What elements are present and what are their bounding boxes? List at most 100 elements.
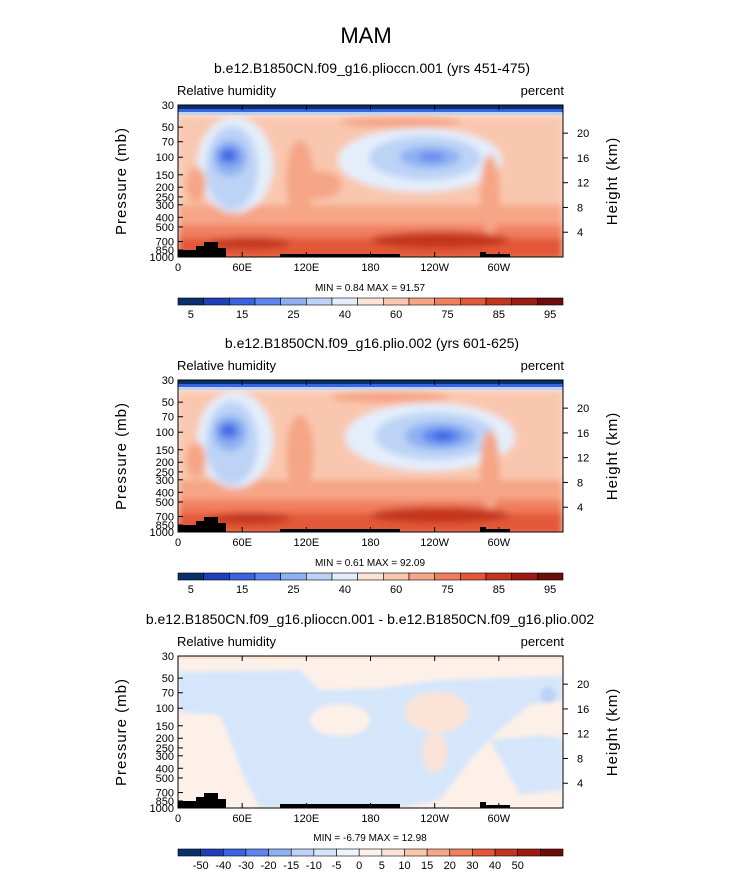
colorbar-swatch: [331, 572, 358, 581]
pressure-tick-label: 300: [156, 200, 174, 212]
height-tick-label: 8: [577, 477, 583, 489]
height-tick-label: 16: [577, 153, 589, 165]
panel-2-stats: MIN = 0.61 MAX = 92.09: [315, 558, 425, 569]
panel-2-y-axis-right: 20 16 12 8 4: [563, 403, 589, 514]
pressure-tick-label: 200: [156, 733, 174, 745]
colorbar-swatch: [306, 297, 333, 306]
pressure-tick-label: 150: [156, 445, 174, 457]
panel-1-stats: MIN = 0.84 MAX = 91.57: [315, 283, 425, 294]
pressure-tick-label: 400: [156, 212, 174, 224]
pressure-tick-label: 70: [162, 137, 174, 149]
colorbar-swatch: [229, 297, 256, 306]
panel-1-ylabel-right: Height (km): [604, 137, 621, 226]
panel-3-title: b.e12.B1850CN.f09_g16.plioccn.001 - b.e1…: [146, 611, 595, 627]
x-tick-label: 60E: [232, 537, 252, 549]
colorbar-label: -50: [193, 860, 209, 872]
pressure-tick-label: 850: [156, 796, 174, 808]
x-tick-label: 60W: [488, 262, 511, 274]
height-tick-label: 8: [577, 202, 583, 214]
colorbar-label: 15: [236, 584, 248, 596]
colorbar-label: 30: [466, 860, 478, 872]
pressure-tick-label: 1000: [150, 527, 174, 539]
colorbar-label: -30: [238, 860, 254, 872]
colorbar-swatch: [254, 572, 281, 581]
pressure-tick-label: 30: [162, 651, 174, 663]
panel-1-variable-label: Relative humidity: [177, 83, 276, 98]
pressure-tick-label: 100: [156, 152, 174, 164]
x-tick-label: 60E: [232, 813, 252, 825]
pressure-tick-label: 400: [156, 763, 174, 775]
height-tick-label: 4: [577, 502, 583, 514]
pressure-tick-label: 150: [156, 721, 174, 733]
pressure-tick-label: 700: [156, 512, 174, 524]
colorbar-swatch: [177, 297, 204, 306]
x-tick-label: 120E: [293, 262, 319, 274]
panel-3-x-axis: 0 60E 120E 180 120W 60W: [175, 656, 511, 825]
colorbar-label: -15: [283, 860, 299, 872]
pressure-tick-label: 150: [156, 170, 174, 182]
panel-3-contour-field: [178, 656, 563, 808]
pressure-tick-label: 700: [156, 237, 174, 249]
panel-3-ylabel-right: Height (km): [604, 688, 621, 777]
colorbar-swatch: [381, 848, 405, 857]
colorbar-swatch: [280, 572, 307, 581]
x-tick-label: 120E: [293, 537, 319, 549]
pressure-tick-label: 70: [162, 688, 174, 700]
panel-3-ylabel-left: Pressure (mb): [113, 678, 130, 786]
colorbar-swatch: [280, 297, 307, 306]
panel-3-variable-label: Relative humidity: [177, 634, 276, 649]
panel-2: b.e12.B1850CN.f09_g16.plio.002 (yrs 601-…: [113, 335, 621, 596]
pressure-tick-label: 250: [156, 743, 174, 755]
colorbar-label: 0: [356, 860, 362, 872]
panel-2-contour-field: [178, 380, 563, 532]
colorbar-label: -10: [306, 860, 322, 872]
x-tick-label: 180: [361, 262, 379, 274]
panel-2-x-axis: 0 60E 120E 180 120W 60W: [175, 380, 511, 549]
colorbar-label: 15: [236, 309, 248, 321]
panel-1-units-label: percent: [521, 83, 565, 98]
colorbar-label: 75: [441, 309, 453, 321]
colorbar-label: 95: [544, 584, 556, 596]
colorbar-label: 40: [339, 309, 351, 321]
panel-1-title: b.e12.B1850CN.f09_g16.plioccn.001 (yrs 4…: [214, 60, 530, 76]
colorbar-label: 95: [544, 309, 556, 321]
colorbar-swatch: [537, 297, 564, 306]
colorbar-swatch: [494, 848, 519, 857]
x-tick-label: 60W: [488, 537, 511, 549]
pressure-tick-label: 250: [156, 467, 174, 479]
colorbar-swatch: [357, 297, 384, 306]
colorbar-label: 20: [444, 860, 456, 872]
pressure-tick-label: 30: [162, 375, 174, 387]
panel-2-topography: [178, 517, 510, 532]
panel-3-colorbar: -50 -40 -30 -20 -15 -10 -5 0 5 10 15 20 30 40 50: [177, 848, 564, 872]
colorbar-swatch: [485, 297, 512, 306]
height-tick-label: 12: [577, 178, 589, 190]
colorbar-swatch: [434, 572, 461, 581]
pressure-tick-label: 100: [156, 703, 174, 715]
pressure-tick-label: 850: [156, 520, 174, 532]
colorbar-swatch: [460, 572, 487, 581]
pressure-tick-label: 300: [156, 751, 174, 763]
panel-1: b.e12.B1850CN.f09_g16.plioccn.001 (yrs 4…: [113, 60, 621, 321]
x-tick-label: 60E: [232, 262, 252, 274]
panel-2-ylabel-right: Height (km): [604, 412, 621, 501]
colorbar-label: 75: [441, 584, 453, 596]
pressure-tick-label: 200: [156, 457, 174, 469]
colorbar-swatch: [331, 297, 358, 306]
height-tick-label: 16: [577, 428, 589, 440]
colorbar-swatch: [383, 297, 410, 306]
pressure-tick-label: 50: [162, 122, 174, 134]
colorbar-swatch: [358, 848, 383, 857]
pressure-tick-label: 200: [156, 182, 174, 194]
pressure-tick-label: 500: [156, 497, 174, 509]
colorbar-label: -5: [332, 860, 342, 872]
figure-title: MAM: [340, 23, 391, 48]
colorbar-label: -20: [261, 860, 277, 872]
x-tick-label: 180: [361, 813, 379, 825]
colorbar-label: 60: [390, 309, 402, 321]
panel-3-stats: MIN = -6.79 MAX = 12.98: [313, 833, 427, 844]
x-tick-label: 120W: [420, 813, 449, 825]
x-tick-label: 120W: [420, 537, 449, 549]
